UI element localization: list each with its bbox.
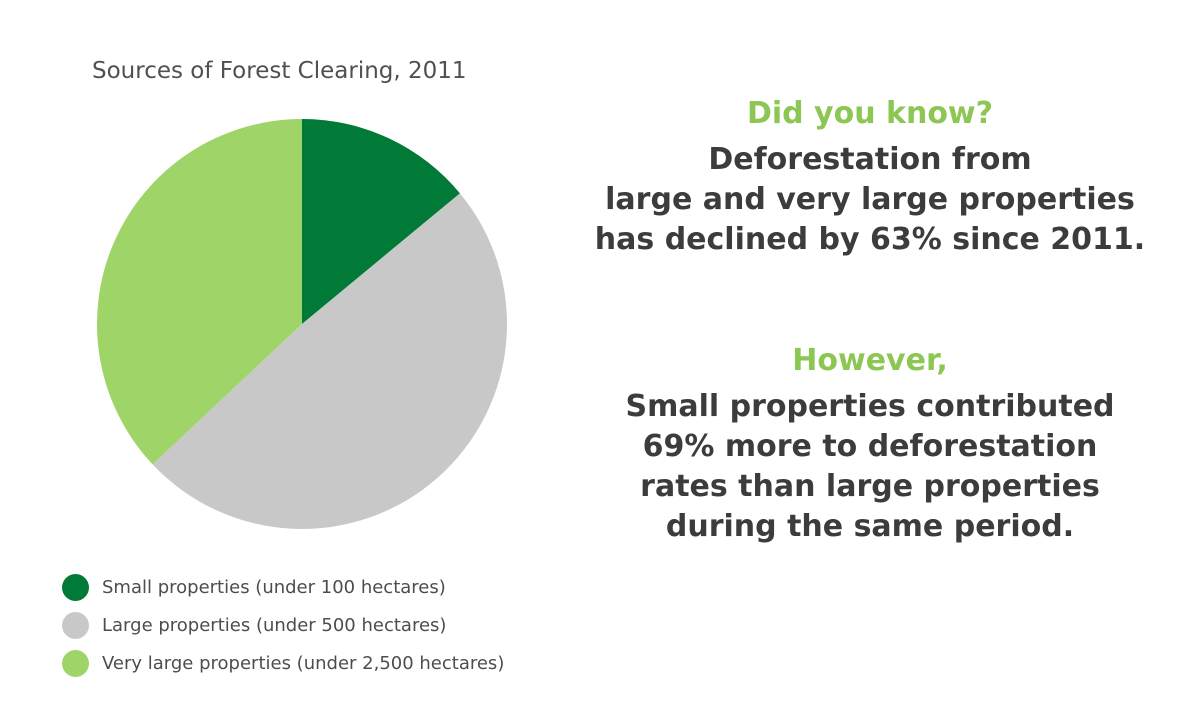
legend-swatch-icon [62, 573, 89, 601]
info-block-however: However, Small properties contributed 69… [570, 341, 1170, 547]
info-line: Deforestation from [708, 142, 1032, 177]
chart-legend: Small properties (under 100 hectares) La… [62, 568, 504, 682]
legend-label: Small properties (under 100 hectares) [102, 576, 446, 598]
info-line: Small properties contributed [625, 389, 1115, 424]
info-heading: However, [792, 343, 948, 378]
info-line: rates than large properties [640, 469, 1100, 504]
info-body: Deforestation from large and very large … [570, 140, 1170, 260]
legend-swatch-icon [62, 649, 89, 677]
legend-item: Very large properties (under 2,500 hecta… [62, 644, 504, 682]
pie-chart [97, 119, 507, 529]
legend-swatch-icon [62, 611, 89, 639]
pie-slice-0 [302, 119, 460, 324]
info-line: 69% more to deforestation [642, 429, 1098, 464]
chart-title: Sources of Forest Clearing, 2011 [92, 58, 467, 84]
legend-item: Large properties (under 500 hectares) [62, 606, 504, 644]
info-block-did-you-know: Did you know? Deforestation from large a… [570, 94, 1170, 260]
pie-slice-1 [152, 193, 507, 529]
info-line: during the same period. [665, 509, 1075, 544]
info-heading: Did you know? [746, 96, 994, 131]
legend-item: Small properties (under 100 hectares) [62, 568, 504, 606]
info-line: has declined by 63% since 2011. [594, 222, 1146, 257]
legend-label: Very large properties (under 2,500 hecta… [102, 652, 505, 674]
pie-slice-2 [97, 119, 303, 465]
info-line: large and very large properties [605, 182, 1135, 217]
info-body: Small properties contributed 69% more to… [570, 387, 1170, 547]
legend-label: Large properties (under 500 hectares) [102, 614, 447, 636]
